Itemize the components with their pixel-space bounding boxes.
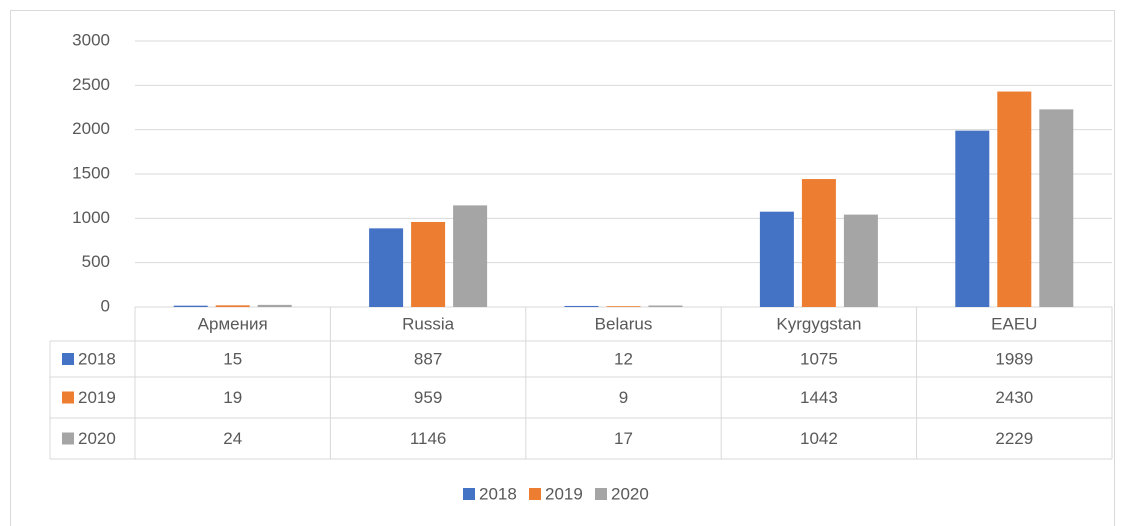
table-legend-key (62, 353, 74, 365)
bar (564, 305, 599, 307)
table-value: 1146 (410, 429, 447, 448)
table-value: 1042 (800, 429, 838, 448)
table-value: 15 (223, 349, 242, 368)
y-tick-label: 1000 (72, 208, 110, 227)
bar (997, 91, 1032, 307)
table-legend-key (62, 432, 74, 445)
table-series-name: 2020 (78, 429, 116, 448)
bar (648, 305, 683, 307)
bar (411, 221, 446, 307)
bar (257, 304, 292, 307)
bar (1039, 109, 1074, 307)
table-value: 959 (414, 388, 442, 407)
table-value: 12 (614, 349, 633, 368)
x-tick-label: Армения (198, 314, 268, 333)
x-tick-label: Belarus (595, 314, 653, 333)
bar (173, 305, 208, 307)
table-value: 9 (619, 388, 628, 407)
bar (453, 205, 488, 307)
bar (606, 306, 641, 307)
legend-label: 2020 (611, 484, 649, 503)
table-value: 19 (223, 388, 242, 407)
bar (369, 228, 404, 307)
bar (215, 305, 250, 307)
legend-label: 2019 (545, 484, 583, 503)
y-tick-label: 2000 (72, 119, 110, 138)
legend-key (463, 488, 475, 500)
legend-label: 2018 (479, 484, 517, 503)
legend-key (529, 488, 541, 500)
table-value: 1989 (995, 349, 1033, 368)
bar (759, 211, 794, 307)
table-value: 887 (414, 349, 442, 368)
bar (801, 179, 836, 307)
bar (843, 214, 878, 307)
x-tick-label: Kyrgygstan (776, 314, 861, 333)
table-series-name: 2019 (78, 388, 116, 407)
x-tick-label: EAEU (991, 314, 1037, 333)
table-value: 24 (223, 429, 242, 448)
table-value: 1075 (800, 349, 838, 368)
chart-frame (10, 10, 1115, 526)
y-tick-label: 500 (82, 252, 110, 271)
y-tick-label: 3000 (72, 30, 110, 49)
x-tick-label: Russia (402, 314, 455, 333)
y-tick-label: 2500 (72, 75, 110, 94)
table-legend-key (62, 391, 74, 404)
table-series-name: 2018 (78, 349, 116, 368)
table-value: 17 (614, 429, 633, 448)
table-value: 1443 (800, 388, 838, 407)
y-tick-label: 0 (101, 296, 110, 315)
legend-key (595, 488, 607, 500)
table-value: 2229 (995, 429, 1033, 448)
y-tick-label: 1500 (72, 163, 110, 182)
table-value: 2430 (995, 388, 1033, 407)
bar (955, 130, 990, 307)
